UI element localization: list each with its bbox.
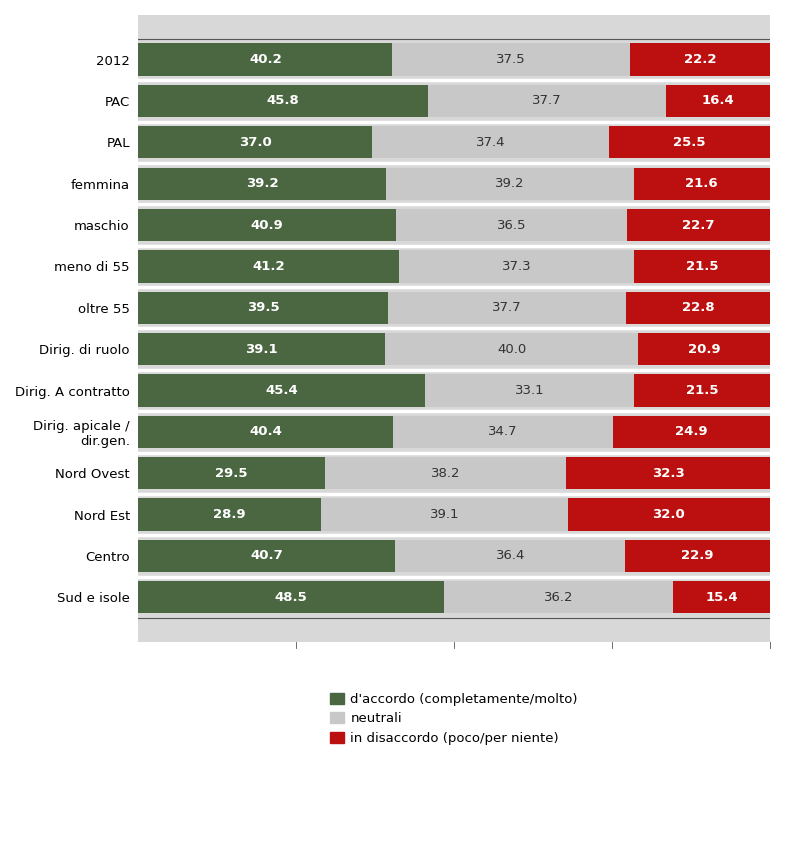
Bar [138,499,321,531]
Bar [428,85,666,117]
Text: 34.7: 34.7 [488,425,518,438]
Text: 15.4: 15.4 [705,591,738,603]
Bar [630,44,770,76]
Bar [393,416,612,448]
Text: 20.9: 20.9 [688,343,721,355]
Text: 39.2: 39.2 [246,177,279,190]
Text: 28.9: 28.9 [214,508,246,521]
Text: 40.2: 40.2 [249,53,282,66]
Text: 21.5: 21.5 [686,260,718,273]
Bar [138,168,386,200]
Text: 48.5: 48.5 [275,591,308,603]
Bar [138,251,399,283]
Text: 36.5: 36.5 [497,219,526,231]
Text: 21.5: 21.5 [686,384,718,397]
Text: 29.5: 29.5 [215,467,247,479]
Bar [608,127,770,159]
Text: 45.8: 45.8 [267,95,299,107]
Text: 24.9: 24.9 [675,425,707,438]
Bar [324,457,566,490]
Bar [396,209,626,241]
Bar [673,582,770,614]
Text: 22.8: 22.8 [681,301,714,314]
Bar [138,44,392,76]
Bar [666,85,770,117]
Bar [138,540,396,572]
Text: 39.2: 39.2 [495,177,524,190]
Bar [138,375,425,407]
Text: 39.1: 39.1 [246,343,278,355]
Text: 40.9: 40.9 [251,219,283,231]
Bar [388,292,626,324]
Bar [138,457,324,490]
Bar [392,44,630,76]
Bar [138,416,393,448]
Text: 41.2: 41.2 [252,260,285,273]
Text: 21.6: 21.6 [685,177,718,190]
Bar [399,251,634,283]
Text: 16.4: 16.4 [702,95,735,107]
Text: 22.2: 22.2 [684,53,716,66]
Text: 40.4: 40.4 [250,425,283,438]
Text: 37.7: 37.7 [532,95,562,107]
Bar [372,127,608,159]
Bar [626,209,770,241]
Bar [612,416,770,448]
Bar [138,292,388,324]
Text: 45.4: 45.4 [265,384,298,397]
Text: 25.5: 25.5 [673,136,706,149]
Text: 37.0: 37.0 [239,136,272,149]
Text: 33.1: 33.1 [515,384,545,397]
Bar [425,375,634,407]
Bar [568,499,770,531]
Bar [626,540,770,572]
Bar [396,540,626,572]
Text: 40.0: 40.0 [497,343,526,355]
Bar [138,85,428,117]
Bar [444,582,673,614]
Text: 32.3: 32.3 [652,467,685,479]
Bar [385,333,638,365]
Bar [566,457,770,490]
Bar [626,292,770,324]
Text: 32.0: 32.0 [652,508,685,521]
Bar [634,251,770,283]
Text: 38.2: 38.2 [430,467,460,479]
Bar [321,499,568,531]
Bar [138,209,396,241]
Text: 39.1: 39.1 [429,508,459,521]
Bar [138,333,385,365]
Text: 37.7: 37.7 [492,301,522,314]
Text: 22.7: 22.7 [682,219,714,231]
Text: 36.4: 36.4 [495,549,525,562]
Text: 40.7: 40.7 [250,549,283,562]
Bar [633,168,770,200]
Bar [634,375,770,407]
Text: 39.5: 39.5 [246,301,279,314]
Bar [386,168,633,200]
Bar [638,333,770,365]
Text: 22.9: 22.9 [681,549,714,562]
Text: 37.3: 37.3 [502,260,531,273]
Text: 37.4: 37.4 [476,136,506,149]
Bar [138,582,444,614]
Text: 36.2: 36.2 [544,591,573,603]
Bar [138,127,372,159]
Legend: d'accordo (completamente/molto), neutrali, in disaccordo (poco/per niente): d'accordo (completamente/molto), neutral… [324,686,584,752]
Text: 37.5: 37.5 [496,53,526,66]
